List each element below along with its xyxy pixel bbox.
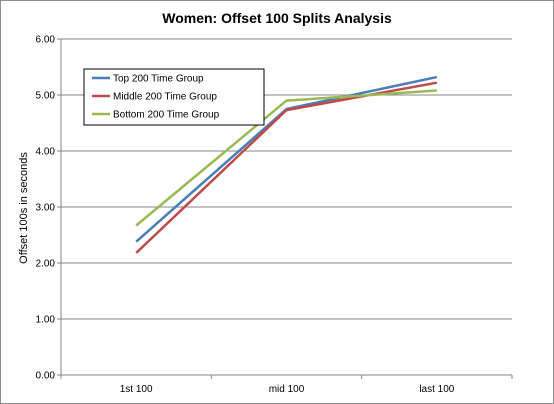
y-axis-label: Offset 100s in seconds	[18, 152, 30, 264]
y-tick-label: 6.00	[36, 35, 56, 46]
x-tick-label: mid 100	[269, 384, 305, 395]
legend-label: Bottom 200 Time Group	[113, 110, 220, 121]
x-tick-label: last 100	[419, 384, 454, 395]
y-tick-label: 0.00	[36, 371, 56, 382]
y-tick-label: 2.00	[36, 259, 56, 270]
series-line-3	[135, 89, 437, 227]
x-tick-label: 1st 100	[120, 384, 153, 395]
y-tick-labels: 0.00 1.00 2.00 3.00 4.00 5.00 6.00	[36, 35, 56, 382]
chart-title: Women: Offset 100 Splits Analysis	[162, 10, 392, 26]
y-tick-label: 3.00	[36, 203, 56, 214]
legend-label: Middle 200 Time Group	[113, 92, 217, 103]
series-line-2	[135, 81, 438, 254]
legend-label: Top 200 Time Group	[113, 74, 204, 85]
y-tick-label: 4.00	[36, 147, 56, 158]
x-tick-labels: 1st 100 mid 100 last 100	[120, 384, 455, 395]
legend-box	[83, 68, 265, 126]
y-tick-label: 5.00	[36, 91, 56, 102]
legend: Top 200 Time Group Middle 200 Time Group B…	[83, 68, 265, 126]
series-lines	[135, 75, 438, 254]
axes	[60, 39, 513, 379]
y-tick-label: 1.00	[36, 315, 56, 326]
